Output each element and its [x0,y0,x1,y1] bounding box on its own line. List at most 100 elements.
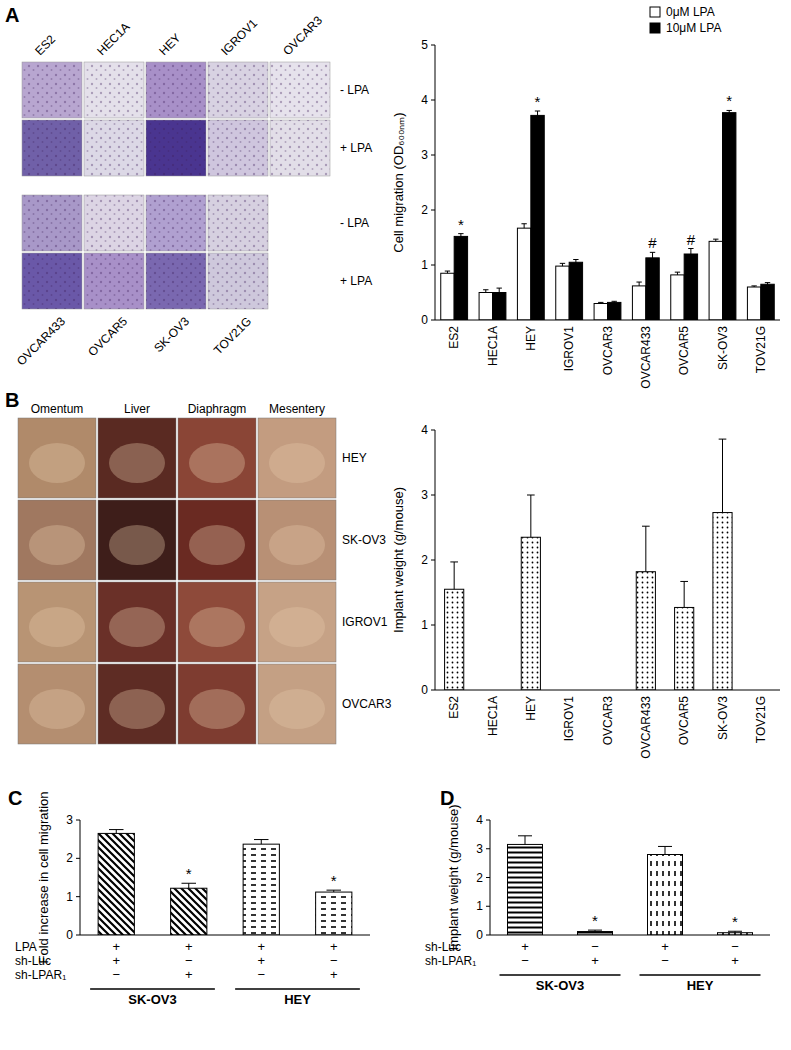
migration-image-texture [22,253,82,309]
condition-label: sh-Luc [15,954,51,968]
y-tick [431,560,435,561]
implant-photo [258,664,336,744]
bar [316,892,352,935]
group-line [640,974,761,976]
implant-photo [178,664,256,744]
condition-sign: − [185,953,193,968]
condition-sign: + [112,953,120,968]
column-label: Diaphragm [188,402,247,416]
x-tick-label: OVCAR3 [601,326,615,376]
y-tick [431,495,435,496]
bar [594,304,607,321]
column-label: Omentum [31,402,84,416]
image-label: OVCAR5 [85,314,130,359]
condition-label: LPA [15,940,37,954]
image-label: SK-OV3 [151,314,192,355]
implant-photo [178,418,256,498]
migration-image [84,62,144,118]
migration-image-texture [84,120,144,176]
y-tick-label: 2 [421,203,428,217]
image-label: HEY [156,31,183,58]
bar [493,293,506,321]
y-tick [486,906,490,907]
y-axis [435,45,436,320]
implant-photo [98,582,176,662]
y-axis-label: Cell migration (OD₆₀₀ₙₘ) [391,112,406,252]
image-label: IGROV1 [218,16,260,58]
implant-photo-detail [109,525,165,565]
condition-sign: + [661,939,669,954]
condition-sign: − [591,939,599,954]
implant-photo [98,418,176,498]
implant-photo [258,418,336,498]
row-label: - LPA [340,83,369,97]
group-label: SK-OV3 [536,978,584,993]
y-tick [486,820,490,821]
migration-image [84,120,144,176]
x-axis [435,320,780,321]
figure: ABCDES2HEC1AHEYIGROV1OVCAR3OVCAR433OVCAR… [0,0,791,1050]
significance: * [186,865,192,882]
y-tick-label: 4 [421,93,428,107]
group-line [90,988,215,990]
migration-image-texture [270,120,330,176]
bar [713,513,732,690]
bar [684,254,697,320]
y-tick [431,100,435,101]
x-tick-label: IGROV1 [562,326,576,372]
bar [508,844,543,935]
y-tick [76,935,80,936]
y-tick [431,210,435,211]
migration-image [22,195,82,251]
bar [243,844,279,935]
condition-sign: + [330,939,338,954]
y-tick-label: 0 [476,928,483,942]
y-tick [486,935,490,936]
implant-photo-detail [189,525,245,565]
condition-sign: + [185,939,193,954]
bar [761,284,774,320]
y-tick [76,820,80,821]
migration-image [208,253,268,309]
condition-sign: + [112,939,120,954]
significance: * [732,913,738,930]
column-label: Liver [124,402,150,416]
implant-photo [178,500,256,580]
y-tick [76,858,80,859]
implant-photo [18,582,96,662]
significance: # [648,234,657,251]
significance: * [535,93,541,110]
marks [445,439,733,690]
row-label: + LPA [340,141,372,155]
row-label: OVCAR3 [342,697,392,711]
condition-label: sh-LPAR₁ [425,954,476,968]
y-tick-label: 3 [421,148,428,162]
y-tick [431,265,435,266]
x-axis [435,690,780,691]
marks [508,836,753,935]
legend-swatch [650,23,660,33]
x-tick-label: SK-OV3 [716,696,730,740]
x-tick-label: OVCAR5 [677,326,691,376]
group-line [235,988,360,990]
migration-image [146,253,206,309]
bar [569,262,582,320]
y-tick [431,625,435,626]
y-tick-label: 1 [421,618,428,632]
migration-image-texture [84,62,144,118]
implant-photo-detail [189,443,245,483]
column-label: Mesentery [269,402,325,416]
significance: * [592,912,598,929]
condition-sign: + [185,967,193,982]
y-tick-label: 5 [421,38,428,52]
group-label: HEY [687,978,714,993]
implant-photo-detail [269,607,325,647]
y-tick [431,45,435,46]
chart: 01234Implant weight (g/mouse)ES2HEC1AHEY… [391,423,780,759]
y-tick [431,320,435,321]
migration-image-texture [22,120,82,176]
bar [709,241,722,320]
implant-photo-detail [109,607,165,647]
image-label: HEC1A [94,20,132,58]
implant-photo [98,500,176,580]
